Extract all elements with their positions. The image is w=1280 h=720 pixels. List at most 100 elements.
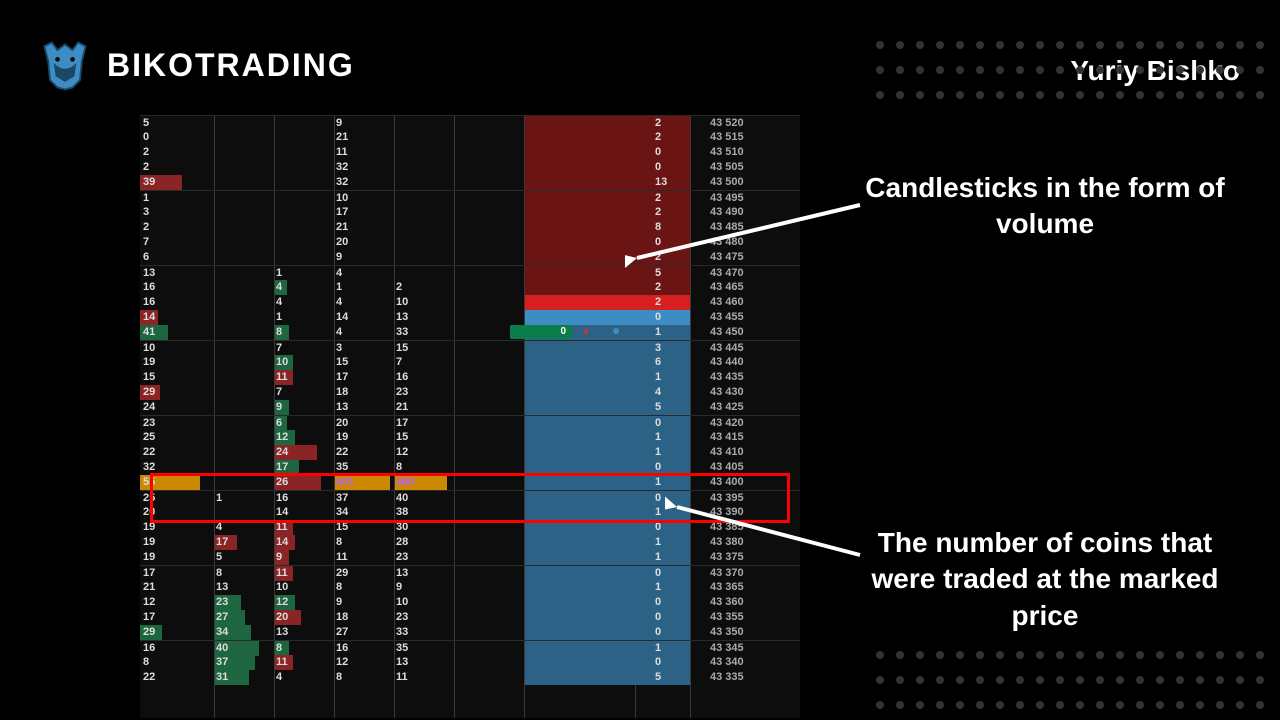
price-cell: 43 455 — [705, 310, 760, 325]
volume-row: 164081635143 345 — [140, 640, 800, 655]
volume-cell — [215, 235, 275, 250]
volume-cell: 17 — [140, 610, 215, 625]
volume-cell: 17 — [335, 370, 395, 385]
volume-cell — [455, 310, 525, 325]
volume-cell: 23 — [395, 385, 455, 400]
volume-cell: 13 — [395, 310, 455, 325]
volume-cell: 17 — [275, 460, 335, 475]
volume-cell — [215, 145, 275, 160]
volume-cell: 24 — [275, 445, 335, 460]
volume-cell — [275, 175, 335, 190]
price-cell: 43 405 — [705, 460, 760, 475]
volume-cell: 39 — [140, 175, 215, 190]
volume-row: 211043 510 — [140, 145, 800, 160]
price-cell: 43 505 — [705, 160, 760, 175]
volume-cell: 0 — [140, 130, 215, 145]
volume-cell — [395, 116, 455, 130]
volume-cell: 17 — [335, 205, 395, 220]
volume-cell: 12 — [275, 430, 335, 445]
volume-cell — [455, 580, 525, 595]
volume-cell: 4 — [275, 670, 335, 685]
volume-row: 22314811543 335 — [140, 670, 800, 685]
volume-cell: 32 — [335, 175, 395, 190]
volume-cell: 19 — [140, 355, 215, 370]
volume-cell: 19 — [140, 550, 215, 565]
volume-cell: 1 — [215, 491, 275, 505]
volume-cell: 15 — [395, 341, 455, 355]
volume-cell — [455, 280, 525, 295]
volume-cell — [215, 370, 275, 385]
volume-row: 1910157643 440 — [140, 355, 800, 370]
volume-row: 15111716143 435 — [140, 370, 800, 385]
volume-cell: 8 — [215, 566, 275, 580]
volume-cell — [455, 595, 525, 610]
decorative-dots-bottom — [870, 645, 1280, 720]
volume-cell — [275, 205, 335, 220]
price-cell: 43 370 — [705, 566, 760, 580]
volume-cell: 37 — [335, 491, 395, 505]
volume-cell: 2 — [140, 145, 215, 160]
price-cell: 43 415 — [705, 430, 760, 445]
volume-cell: 16 — [140, 280, 215, 295]
volume-cell — [215, 445, 275, 460]
volume-cell: 10 — [140, 341, 215, 355]
volume-cell: 7 — [275, 385, 335, 400]
volume-cell: 10 — [395, 595, 455, 610]
volume-cell: 9 — [335, 250, 395, 265]
volume-row: 2362017043 420 — [140, 415, 800, 430]
volume-cell: 12 — [140, 595, 215, 610]
volume-cell: 38 — [395, 505, 455, 520]
price-cell: 43 410 — [705, 445, 760, 460]
volume-cell: 21 — [335, 130, 395, 145]
volume-cell — [215, 160, 275, 175]
volume-cell: 25 — [140, 430, 215, 445]
decorative-dots-top — [870, 35, 1280, 110]
volume-row: 59243 520 — [140, 115, 800, 130]
volume-cell — [215, 220, 275, 235]
volume-cell: 12 — [335, 655, 395, 670]
volume-cell: 18 — [335, 610, 395, 625]
volume-cell: 1 — [140, 191, 215, 205]
volume-cell: 7 — [395, 355, 455, 370]
volume-cell: 8 — [335, 535, 395, 550]
volume-cell: 9 — [275, 550, 335, 565]
volume-cell — [215, 280, 275, 295]
volume-cell — [215, 460, 275, 475]
volume-cell: 34 — [215, 625, 275, 640]
volume-cell: 24 — [140, 400, 215, 415]
volume-row: 122312910043 360 — [140, 595, 800, 610]
volume-cell: 10 — [395, 295, 455, 310]
volume-cell: 16 — [140, 295, 215, 310]
volume-cell: 19 — [140, 535, 215, 550]
volume-cell — [215, 295, 275, 310]
volume-cell: 15 — [140, 370, 215, 385]
volume-cell: 28 — [395, 535, 455, 550]
logo-icon — [35, 35, 95, 95]
volume-cell: 14 — [140, 310, 215, 325]
volume-cell — [395, 175, 455, 190]
volume-cell — [455, 520, 525, 535]
volume-cell: 13 — [140, 266, 215, 280]
price-cell: 43 420 — [705, 416, 760, 430]
volume-cell: 10 — [335, 191, 395, 205]
volume-cell — [275, 160, 335, 175]
volume-cell — [395, 145, 455, 160]
volume-cell: 41 — [140, 325, 215, 340]
volume-cell: 2 — [140, 220, 215, 235]
volume-cell — [455, 295, 525, 310]
volume-cell: 19 — [335, 430, 395, 445]
volume-cell — [455, 385, 525, 400]
price-cell: 43 445 — [705, 341, 760, 355]
price-cell: 43 340 — [705, 655, 760, 670]
volume-cell — [275, 145, 335, 160]
volume-cell — [455, 655, 525, 670]
volume-cell: 2 — [140, 160, 215, 175]
volume-cell — [215, 355, 275, 370]
volume-cell: 23 — [395, 550, 455, 565]
volume-cell: 8 — [395, 460, 455, 475]
volume-cell: 11 — [335, 550, 395, 565]
volume-cell: 55 — [140, 475, 215, 490]
volume-cell: 29 — [140, 625, 215, 640]
volume-cell: 13 — [395, 655, 455, 670]
volume-cell: 25 — [140, 491, 215, 505]
